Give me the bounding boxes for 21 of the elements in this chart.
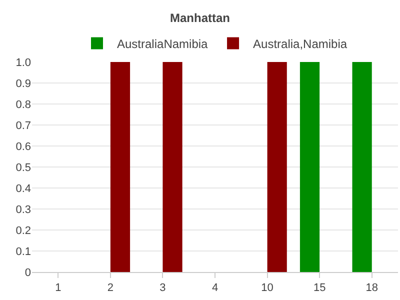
x-tick-label: 4 bbox=[212, 282, 218, 294]
y-tick-label: 0.1 bbox=[16, 246, 31, 258]
chart-title: Manhattan bbox=[170, 10, 230, 25]
y-tick-label: 0.9 bbox=[16, 78, 31, 90]
y-tick-label: 1.0 bbox=[16, 56, 31, 69]
y-tick-label: 0.5 bbox=[16, 162, 31, 174]
y-tick-label: 0.2 bbox=[16, 224, 31, 237]
y-tick-label: 0.6 bbox=[16, 140, 31, 153]
x-tick-label: 1 bbox=[55, 282, 62, 294]
y-tick-label: 0.4 bbox=[16, 182, 31, 195]
x-tick-label: 15 bbox=[313, 282, 326, 294]
x-tick-label: 18 bbox=[366, 282, 378, 294]
x-tick-label: 10 bbox=[261, 282, 274, 294]
x-tick-label: 2 bbox=[107, 282, 114, 294]
legend-label: AustraliaNamibia bbox=[117, 36, 208, 51]
legend-label: Australia,Namibia bbox=[253, 36, 348, 51]
y-tick-label: 0.3 bbox=[16, 204, 31, 216]
x-tick-label: 3 bbox=[160, 282, 166, 294]
y-tick-label: 0.8 bbox=[16, 98, 31, 111]
y-tick-label: 0.7 bbox=[16, 120, 31, 132]
y-tick-label: 0 bbox=[24, 266, 31, 279]
